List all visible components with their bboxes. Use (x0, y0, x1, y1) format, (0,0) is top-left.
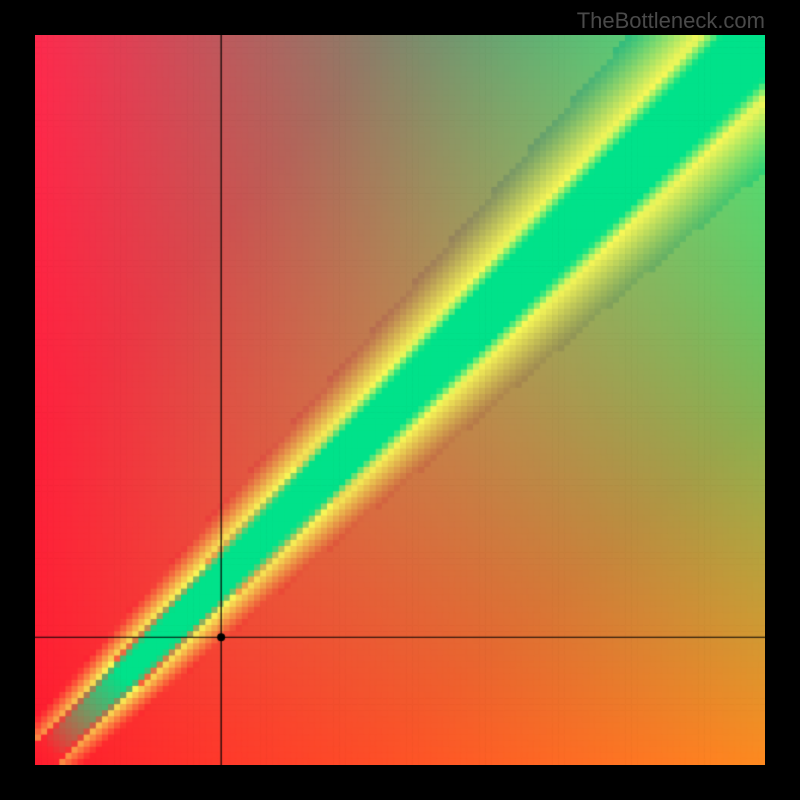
chart-container: TheBottleneck.com (0, 0, 800, 800)
watermark-text: TheBottleneck.com (577, 8, 765, 34)
bottleneck-heatmap (35, 35, 765, 765)
